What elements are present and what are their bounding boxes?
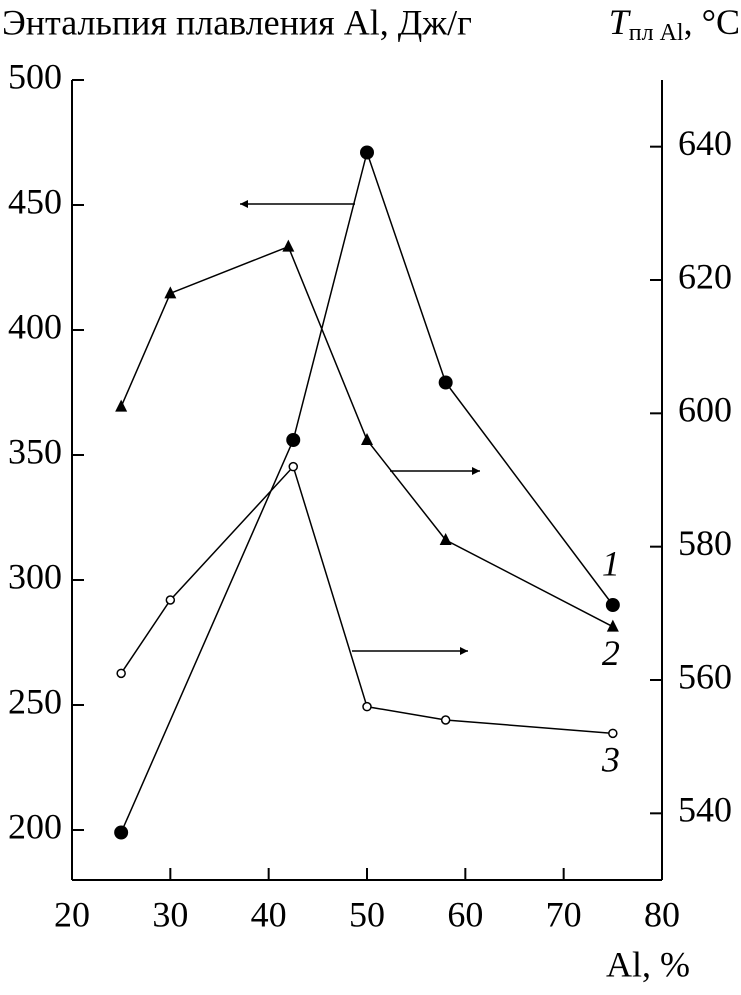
y-tick-label: 250	[8, 681, 62, 721]
point	[440, 715, 451, 725]
x-tick-label: 30	[152, 894, 188, 934]
point	[282, 239, 295, 252]
point	[288, 461, 298, 472]
y-tick-label: 200	[8, 806, 62, 846]
series-line	[120, 149, 614, 833]
y2-tick-label: 580	[678, 523, 732, 563]
point	[362, 701, 372, 712]
x-tick-label: 80	[644, 894, 680, 934]
y-tick-label: 300	[8, 556, 62, 596]
point	[114, 825, 129, 840]
x-tick-label: 40	[251, 894, 287, 934]
x-tick-label: 70	[546, 894, 582, 934]
x-axis-title: Al, %	[606, 944, 690, 984]
y-tick-label: 350	[8, 431, 62, 471]
y-tick-label: 400	[8, 306, 62, 346]
y2-tick-label: 640	[678, 123, 732, 163]
series-line	[120, 245, 614, 628]
series-label: 3	[601, 740, 620, 780]
point	[165, 595, 176, 605]
point	[116, 668, 126, 679]
point	[605, 598, 620, 612]
y-axis-title: Энтальпия плавления Al, Дж/г	[2, 2, 472, 42]
point	[115, 399, 128, 412]
x-tick-label: 50	[349, 894, 385, 934]
point	[164, 286, 177, 299]
point	[606, 619, 619, 632]
point	[438, 375, 453, 390]
series-label: 2	[602, 633, 620, 673]
point	[439, 533, 452, 545]
y2-axis-title: Tпл Al, °C	[609, 2, 740, 45]
point	[286, 433, 301, 447]
y2-tick-label: 540	[678, 790, 732, 830]
series-label: 1	[602, 543, 620, 583]
x-tick-label: 20	[54, 894, 90, 934]
series-line	[120, 465, 613, 735]
y2-tick-label: 560	[678, 656, 732, 696]
point	[361, 433, 373, 445]
y2-tick-label: 600	[678, 390, 732, 430]
y-tick-label: 500	[8, 56, 62, 96]
y2-tick-label: 620	[678, 256, 732, 296]
y-tick-label: 450	[8, 181, 62, 221]
point	[360, 145, 374, 160]
x-tick-label: 60	[447, 894, 483, 934]
point	[608, 728, 618, 739]
